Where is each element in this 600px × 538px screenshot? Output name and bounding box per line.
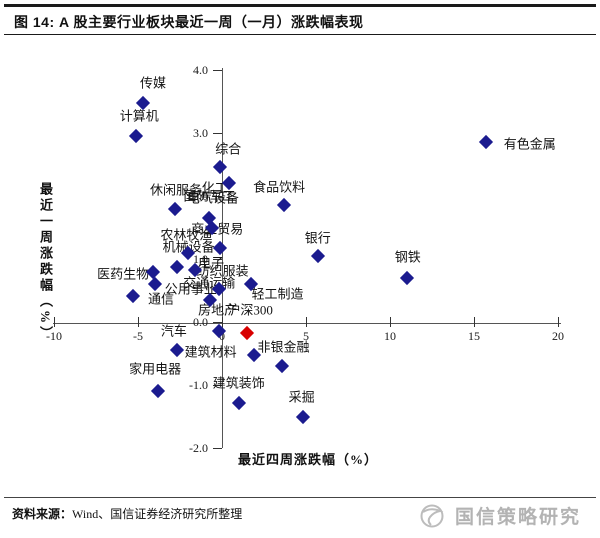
data-point-label: 银行: [304, 230, 331, 246]
y-tick-label: 3.0: [193, 126, 208, 140]
y-tick-mark: [213, 133, 222, 134]
benchmark-point: [240, 325, 255, 340]
x-tick-mark: [222, 317, 223, 327]
x-tick-label: -5: [133, 329, 143, 343]
y-axis-title: 最近一周涨跌幅（%）: [38, 182, 53, 342]
y-axis-line: [222, 68, 223, 448]
data-point: [169, 342, 184, 357]
y-tick-label: 0.0: [193, 315, 208, 329]
y-tick-mark: [213, 70, 222, 71]
title-underline-rule: [4, 34, 596, 35]
data-point: [213, 159, 228, 175]
data-point: [231, 395, 246, 410]
y-tick-mark: [213, 259, 222, 260]
data-point-label: 房地产: [198, 302, 238, 318]
x-tick-label: 15: [468, 329, 480, 343]
x-tick-label: 10: [384, 329, 396, 343]
data-point-label: 休闲服务: [149, 182, 202, 198]
data-point-label: 采掘: [288, 389, 315, 404]
data-point-label: 国防军工: [183, 188, 236, 204]
data-point-label: 电气设备: [186, 190, 239, 205]
source-separator-rule: [4, 497, 596, 498]
x-tick-mark: [306, 317, 307, 327]
y-tick-label: 1.0: [193, 252, 208, 266]
data-point-label: 汽车: [160, 323, 187, 339]
x-tick-label: 5: [303, 329, 309, 343]
scatter-plot-area: 4.0 3.0 2.0 1.0 0.0 -1.0 -2.0 -10 -5 0 5 10 15 20 传媒计算…: [46, 63, 564, 455]
guosen-logo-icon: [420, 504, 444, 527]
watermark-text: 国信策略研究: [455, 507, 582, 528]
data-point-label: 家用电器: [129, 361, 182, 377]
y-tick-label: 2.0: [193, 189, 208, 203]
data-point: [478, 135, 493, 150]
y-tick-mark: [213, 385, 222, 386]
data-point-label: 非银金融: [257, 339, 310, 355]
x-tick-label: 0: [219, 329, 225, 343]
x-axis-title: 最近四周涨跌幅（%）: [238, 452, 379, 467]
x-tick-mark: [558, 317, 559, 327]
x-tick-mark: [138, 317, 139, 327]
x-tick-mark: [390, 317, 391, 327]
y-tick-mark: [213, 322, 222, 323]
data-point-label: 有色金属: [503, 136, 556, 152]
y-tick-label: 4.0: [193, 63, 208, 77]
data-point: [125, 289, 141, 304]
data-point: [151, 384, 166, 399]
data-point-label: 通信: [147, 291, 174, 307]
data-point: [277, 198, 292, 213]
data-point-label: 沪深300: [227, 302, 273, 318]
figure-title: 图 14: A 股主要行业板块最近一周（一月）涨跌幅表现: [14, 14, 364, 30]
y-tick-label: -2.0: [189, 441, 208, 455]
top-thick-rule: [4, 4, 596, 7]
data-point-label: 轻工制造: [251, 286, 304, 302]
x-axis-line: [53, 323, 561, 324]
data-point-label: 建筑材料: [184, 344, 237, 360]
data-point-label: 钢铁: [394, 249, 421, 265]
x-tick-label: 20: [552, 329, 564, 343]
data-point: [310, 248, 325, 263]
source-note: 资料来源：Wind、国信证券经济研究所整理: [12, 505, 242, 522]
x-tick-mark: [474, 317, 475, 327]
data-point-label: 公用事业: [164, 281, 217, 297]
data-point-label: 交通运输: [183, 275, 236, 291]
x-tick-mark: [54, 317, 55, 327]
data-point-label: 建筑装饰: [212, 375, 265, 391]
brand-watermark: 国信策略研究: [418, 502, 581, 529]
data-point-label: 电子: [198, 255, 225, 271]
data-point-label: 食品饮料: [253, 179, 306, 195]
y-tick-mark: [213, 448, 222, 449]
data-point-label: 纺织服装: [196, 263, 249, 279]
y-tick-mark: [213, 196, 222, 197]
data-point: [399, 270, 414, 285]
y-tick-label: -1.0: [189, 378, 208, 392]
data-point-label: 综合: [215, 141, 242, 157]
data-point-label: 计算机: [119, 108, 159, 124]
data-point: [275, 359, 290, 374]
data-point-label: 化工: [201, 180, 228, 196]
data-point-label: 医药生物: [97, 266, 150, 282]
x-tick-label: -10: [46, 329, 62, 343]
data-point-label: 农林牧渔: [160, 227, 213, 243]
data-point: [295, 409, 310, 424]
source-prefix: 资料来源：: [12, 507, 73, 521]
data-point-label: 传媒: [140, 75, 167, 91]
source-text: Wind、国信证券经济研究所整理: [72, 507, 243, 521]
data-point: [129, 129, 144, 144]
